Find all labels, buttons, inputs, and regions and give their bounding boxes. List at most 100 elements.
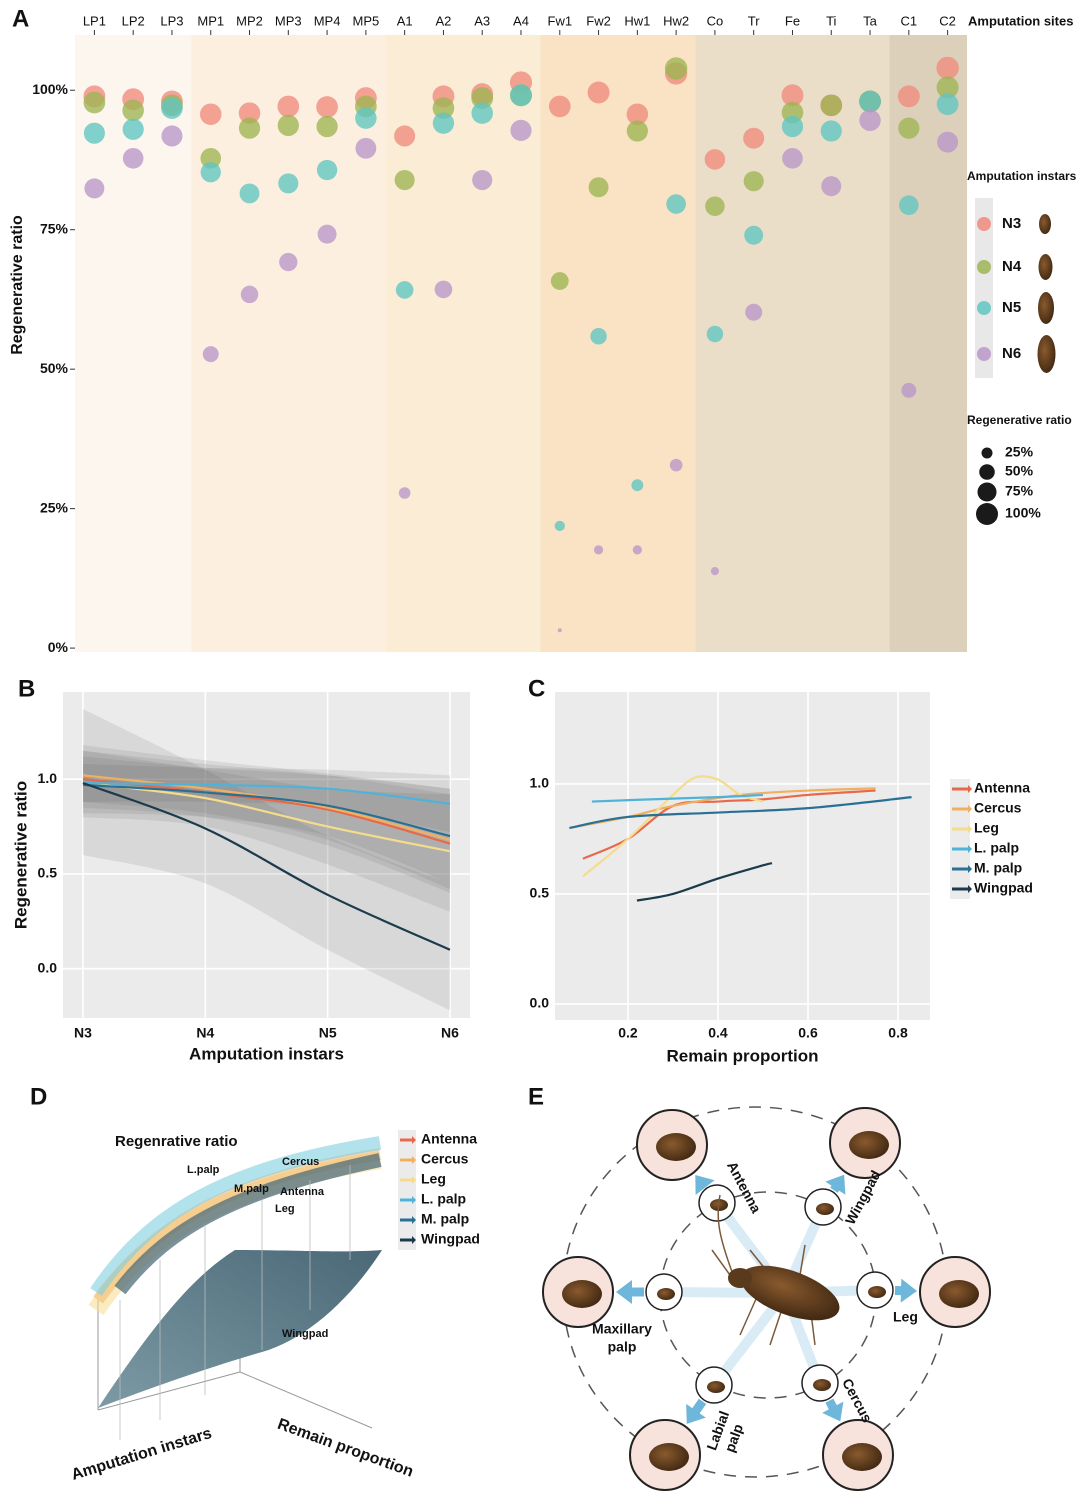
y-tick-label: 1.0 bbox=[38, 770, 58, 786]
x-tick-label: N4 bbox=[196, 1025, 214, 1041]
dot bbox=[394, 125, 415, 146]
arrow-head bbox=[616, 1280, 632, 1304]
legend-label: M. palp bbox=[421, 1211, 469, 1227]
surface-label: Cercus bbox=[282, 1156, 319, 1168]
inset-detail bbox=[842, 1443, 882, 1471]
dot bbox=[355, 138, 376, 159]
instar-icon bbox=[1038, 335, 1056, 373]
x-tick-label: MP2 bbox=[236, 13, 263, 28]
y-tick-label: 0.0 bbox=[530, 995, 550, 1011]
dot bbox=[279, 253, 297, 271]
dot bbox=[744, 171, 764, 191]
dot bbox=[399, 487, 411, 499]
surface-title: Regenrative ratio bbox=[115, 1133, 238, 1150]
inset-detail bbox=[813, 1379, 831, 1391]
size-swatch bbox=[976, 503, 998, 525]
dot bbox=[510, 120, 531, 141]
panel-d: D Regenrative ratio L.palp Cercus M.palp… bbox=[30, 1083, 480, 1484]
panel-c: C0.00.51.00.20.40.60.8Remain proportionA… bbox=[528, 675, 1033, 1065]
legend-label: Cercus bbox=[974, 800, 1022, 816]
dot bbox=[743, 128, 764, 149]
instar-icon bbox=[1038, 292, 1054, 324]
dot bbox=[705, 149, 726, 170]
size-swatch bbox=[979, 464, 995, 480]
dot bbox=[203, 346, 219, 362]
dot bbox=[859, 110, 880, 131]
dot bbox=[84, 123, 105, 144]
inset-detail bbox=[849, 1131, 889, 1159]
x-tick-label: LP1 bbox=[83, 13, 106, 28]
dot bbox=[84, 92, 106, 114]
figure: AAmputation sitesRegenerative ratio0%25%… bbox=[0, 0, 1085, 1495]
panel-label: C bbox=[528, 675, 545, 702]
panel-label: D bbox=[30, 1083, 47, 1110]
dot bbox=[510, 84, 532, 106]
dot bbox=[122, 100, 144, 122]
x-tick-label: Hw1 bbox=[624, 13, 650, 28]
dot bbox=[435, 281, 453, 299]
y-tick-label: 0.0 bbox=[38, 959, 58, 975]
size-legend-title: Regenerative ratio bbox=[967, 413, 1072, 427]
dot bbox=[318, 225, 337, 244]
legend-label: Cercus bbox=[421, 1151, 469, 1167]
x-tick-label: MP1 bbox=[197, 13, 224, 28]
legend-swatch bbox=[977, 217, 991, 231]
dot bbox=[395, 170, 415, 190]
x-axis-label: Amputation sites bbox=[968, 13, 1073, 28]
dot bbox=[278, 115, 299, 136]
size-label: 100% bbox=[1005, 505, 1041, 521]
x-tick-label: MP3 bbox=[275, 13, 302, 28]
dot bbox=[239, 118, 260, 139]
dot bbox=[588, 81, 610, 103]
panel-label: B bbox=[18, 675, 35, 702]
dot bbox=[782, 148, 803, 169]
inset-detail bbox=[707, 1381, 725, 1393]
dot bbox=[472, 170, 492, 190]
dot bbox=[123, 119, 144, 140]
x-tick-label: MP5 bbox=[353, 13, 380, 28]
dot bbox=[590, 328, 606, 344]
x-tick-label: 0.6 bbox=[798, 1025, 818, 1041]
dot bbox=[705, 196, 725, 216]
dot bbox=[241, 286, 259, 304]
dot bbox=[631, 479, 643, 491]
panel-e: E Antenna Wingpad Leg Cercus Labial palp… bbox=[528, 1083, 990, 1490]
size-swatch bbox=[977, 482, 996, 501]
legend-label: M. palp bbox=[974, 860, 1022, 876]
x-axis-label: Amputation instars bbox=[189, 1044, 344, 1063]
legend-label: L. palp bbox=[974, 840, 1019, 856]
legend-label: N3 bbox=[1002, 215, 1021, 232]
x-tick-label: A4 bbox=[513, 13, 529, 28]
legend-key-background bbox=[950, 779, 970, 899]
dot bbox=[551, 272, 569, 290]
surface-label: Leg bbox=[275, 1203, 295, 1215]
size-label: 25% bbox=[1005, 444, 1034, 460]
x-tick-label: Co bbox=[707, 13, 724, 28]
dot bbox=[84, 178, 104, 198]
x-tick-label: MP4 bbox=[314, 13, 341, 28]
legend-label: L. palp bbox=[421, 1191, 466, 1207]
dot bbox=[899, 195, 919, 215]
x-tick-label: Tr bbox=[748, 13, 760, 28]
legend-swatch bbox=[977, 260, 991, 274]
inset-detail bbox=[939, 1280, 979, 1308]
dot bbox=[898, 118, 919, 139]
dot bbox=[711, 567, 719, 575]
dot bbox=[316, 96, 338, 118]
page: {"chart_data": [ {"type": "dot", "panel_… bbox=[0, 0, 1085, 1495]
dot bbox=[396, 281, 414, 299]
dot bbox=[745, 304, 762, 321]
x-tick-label: Ta bbox=[863, 13, 878, 28]
x-tick-label: N3 bbox=[74, 1025, 92, 1041]
plot-background bbox=[555, 692, 930, 1020]
organ-label: palp bbox=[608, 1339, 637, 1355]
instar-icon bbox=[1039, 254, 1053, 280]
dot bbox=[471, 102, 493, 124]
dot bbox=[937, 132, 958, 153]
dot bbox=[782, 116, 803, 137]
size-swatch bbox=[982, 448, 993, 459]
dot bbox=[898, 85, 920, 107]
size-label: 50% bbox=[1005, 463, 1034, 479]
inset-detail bbox=[562, 1280, 602, 1308]
